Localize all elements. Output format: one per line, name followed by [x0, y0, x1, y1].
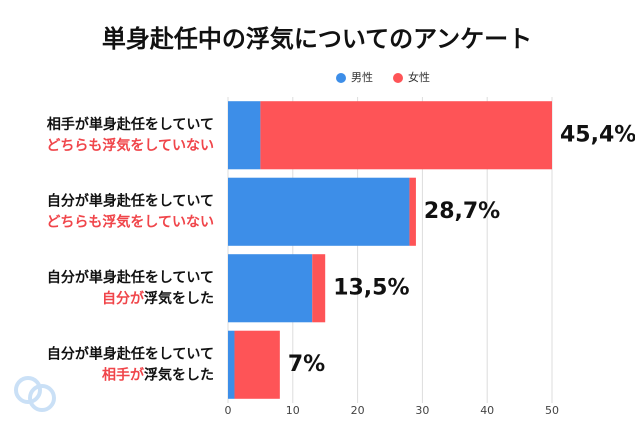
chart-title: 単身赴任中の浮気についてのアンケート: [102, 25, 532, 53]
category-label-part: 相手が単身赴任をしていて: [47, 116, 214, 133]
legend-marker: [336, 73, 346, 83]
bar: [312, 254, 326, 323]
bar: [228, 177, 410, 246]
category-label-part: 自分が: [102, 290, 145, 307]
x-tick-label: 40: [480, 404, 494, 417]
bar: [228, 330, 235, 399]
bar: [260, 101, 552, 170]
bar: [409, 177, 416, 246]
bar: [228, 101, 261, 170]
category-label: 自分が単身赴任をしていて: [47, 192, 214, 209]
bar-annotation: 7%: [288, 352, 325, 377]
category-label-part: 浮気をした: [144, 366, 214, 383]
x-tick-label: 0: [225, 404, 232, 417]
legend-marker: [393, 73, 403, 83]
category-label: どちらも浮気をしていない: [46, 213, 214, 230]
category-label: どちらも浮気をしていない: [46, 137, 214, 154]
category-label-part: 自分が単身赴任をしていて: [47, 192, 214, 209]
bar: [228, 254, 313, 323]
category-label: 相手が浮気をした: [102, 366, 214, 383]
x-tick-label: 10: [286, 404, 300, 417]
x-tick-label: 20: [351, 404, 365, 417]
category-label: 自分が単身赴任をしていて: [47, 345, 214, 362]
x-tick-label: 50: [545, 404, 559, 417]
category-label-part: 浮気をした: [144, 290, 214, 307]
bar: [234, 330, 280, 399]
bar-annotation: 45,4%: [560, 122, 635, 147]
category-label: 自分が単身赴任をしていて: [47, 269, 214, 286]
category-label-part: 相手が: [102, 366, 145, 383]
category-label-part: どちらも浮気をしていない: [46, 137, 214, 154]
legend-label: 男性: [351, 70, 373, 84]
x-tick-label: 30: [415, 404, 429, 417]
bar-annotation: 13,5%: [333, 275, 409, 300]
bar-annotation: 28,7%: [424, 199, 500, 224]
category-label-part: 自分が単身赴任をしていて: [47, 345, 214, 362]
legend-label: 女性: [408, 70, 430, 84]
logo: [14, 376, 56, 412]
category-label-part: 自分が単身赴任をしていて: [47, 269, 214, 286]
category-label-part: どちらも浮気をしていない: [46, 213, 214, 230]
category-label: 相手が単身赴任をしていて: [47, 116, 214, 133]
category-label: 自分が浮気をした: [102, 290, 214, 307]
